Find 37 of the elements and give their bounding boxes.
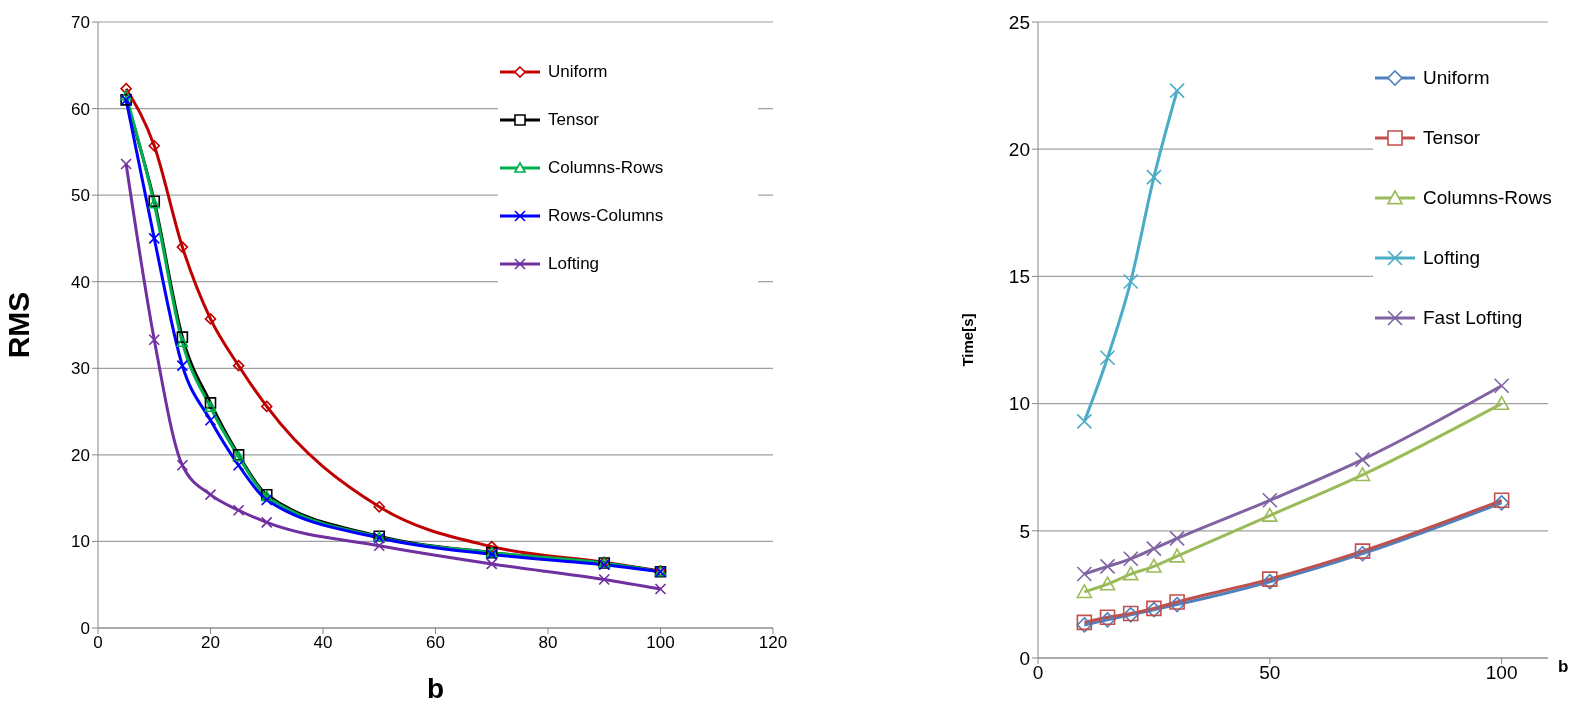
legend-label: Uniform [548, 62, 608, 82]
y-tick-label: 0 [1019, 647, 1030, 669]
x-tick-label: 40 [313, 633, 333, 653]
legend-label: Tensor [548, 110, 600, 130]
x-tick-label: 60 [426, 633, 445, 653]
y-tick-label: 50 [71, 186, 90, 206]
legend-label: Rows-Columns [548, 206, 664, 226]
y-tick-label: 20 [1008, 138, 1030, 160]
y-tick-label: 5 [1019, 520, 1030, 542]
legend-label: Fast Lofting [1423, 307, 1523, 329]
y-tick-label: 10 [1008, 393, 1030, 415]
x-axis-title: b [1558, 657, 1569, 677]
y-tick-label: 40 [71, 272, 90, 292]
y-tick-label: 30 [71, 359, 90, 379]
y-tick-label: 15 [1008, 266, 1030, 288]
x-tick-label: 80 [538, 633, 558, 653]
legend-label: Tensor [1423, 127, 1481, 149]
x-tick-label: 0 [93, 633, 103, 653]
x-tick-label: 20 [201, 633, 220, 653]
legend-label: Columns-Rows [1423, 187, 1552, 209]
y-tick-label: 25 [1008, 11, 1030, 33]
y-tick-label: 20 [71, 445, 90, 465]
y-tick-label: 60 [71, 99, 90, 119]
legend-label: Uniform [1423, 67, 1490, 89]
x-tick-label: 100 [646, 633, 675, 653]
legend-label: Lofting [548, 254, 600, 274]
x-axis-title: b [426, 673, 445, 704]
x-tick-label: 50 [1259, 662, 1281, 684]
y-axis-title: Time[s] [959, 313, 977, 367]
x-tick-label: 120 [758, 633, 788, 653]
y-axis-title: RMS [1, 291, 35, 359]
y-tick-label: 70 [71, 13, 90, 33]
y-tick-label: 0 [80, 619, 90, 639]
x-tick-label: 100 [1485, 662, 1518, 684]
y-tick-label: 10 [71, 532, 90, 552]
legend-label: Columns-Rows [548, 158, 664, 178]
legend-label: Lofting [1423, 247, 1481, 269]
